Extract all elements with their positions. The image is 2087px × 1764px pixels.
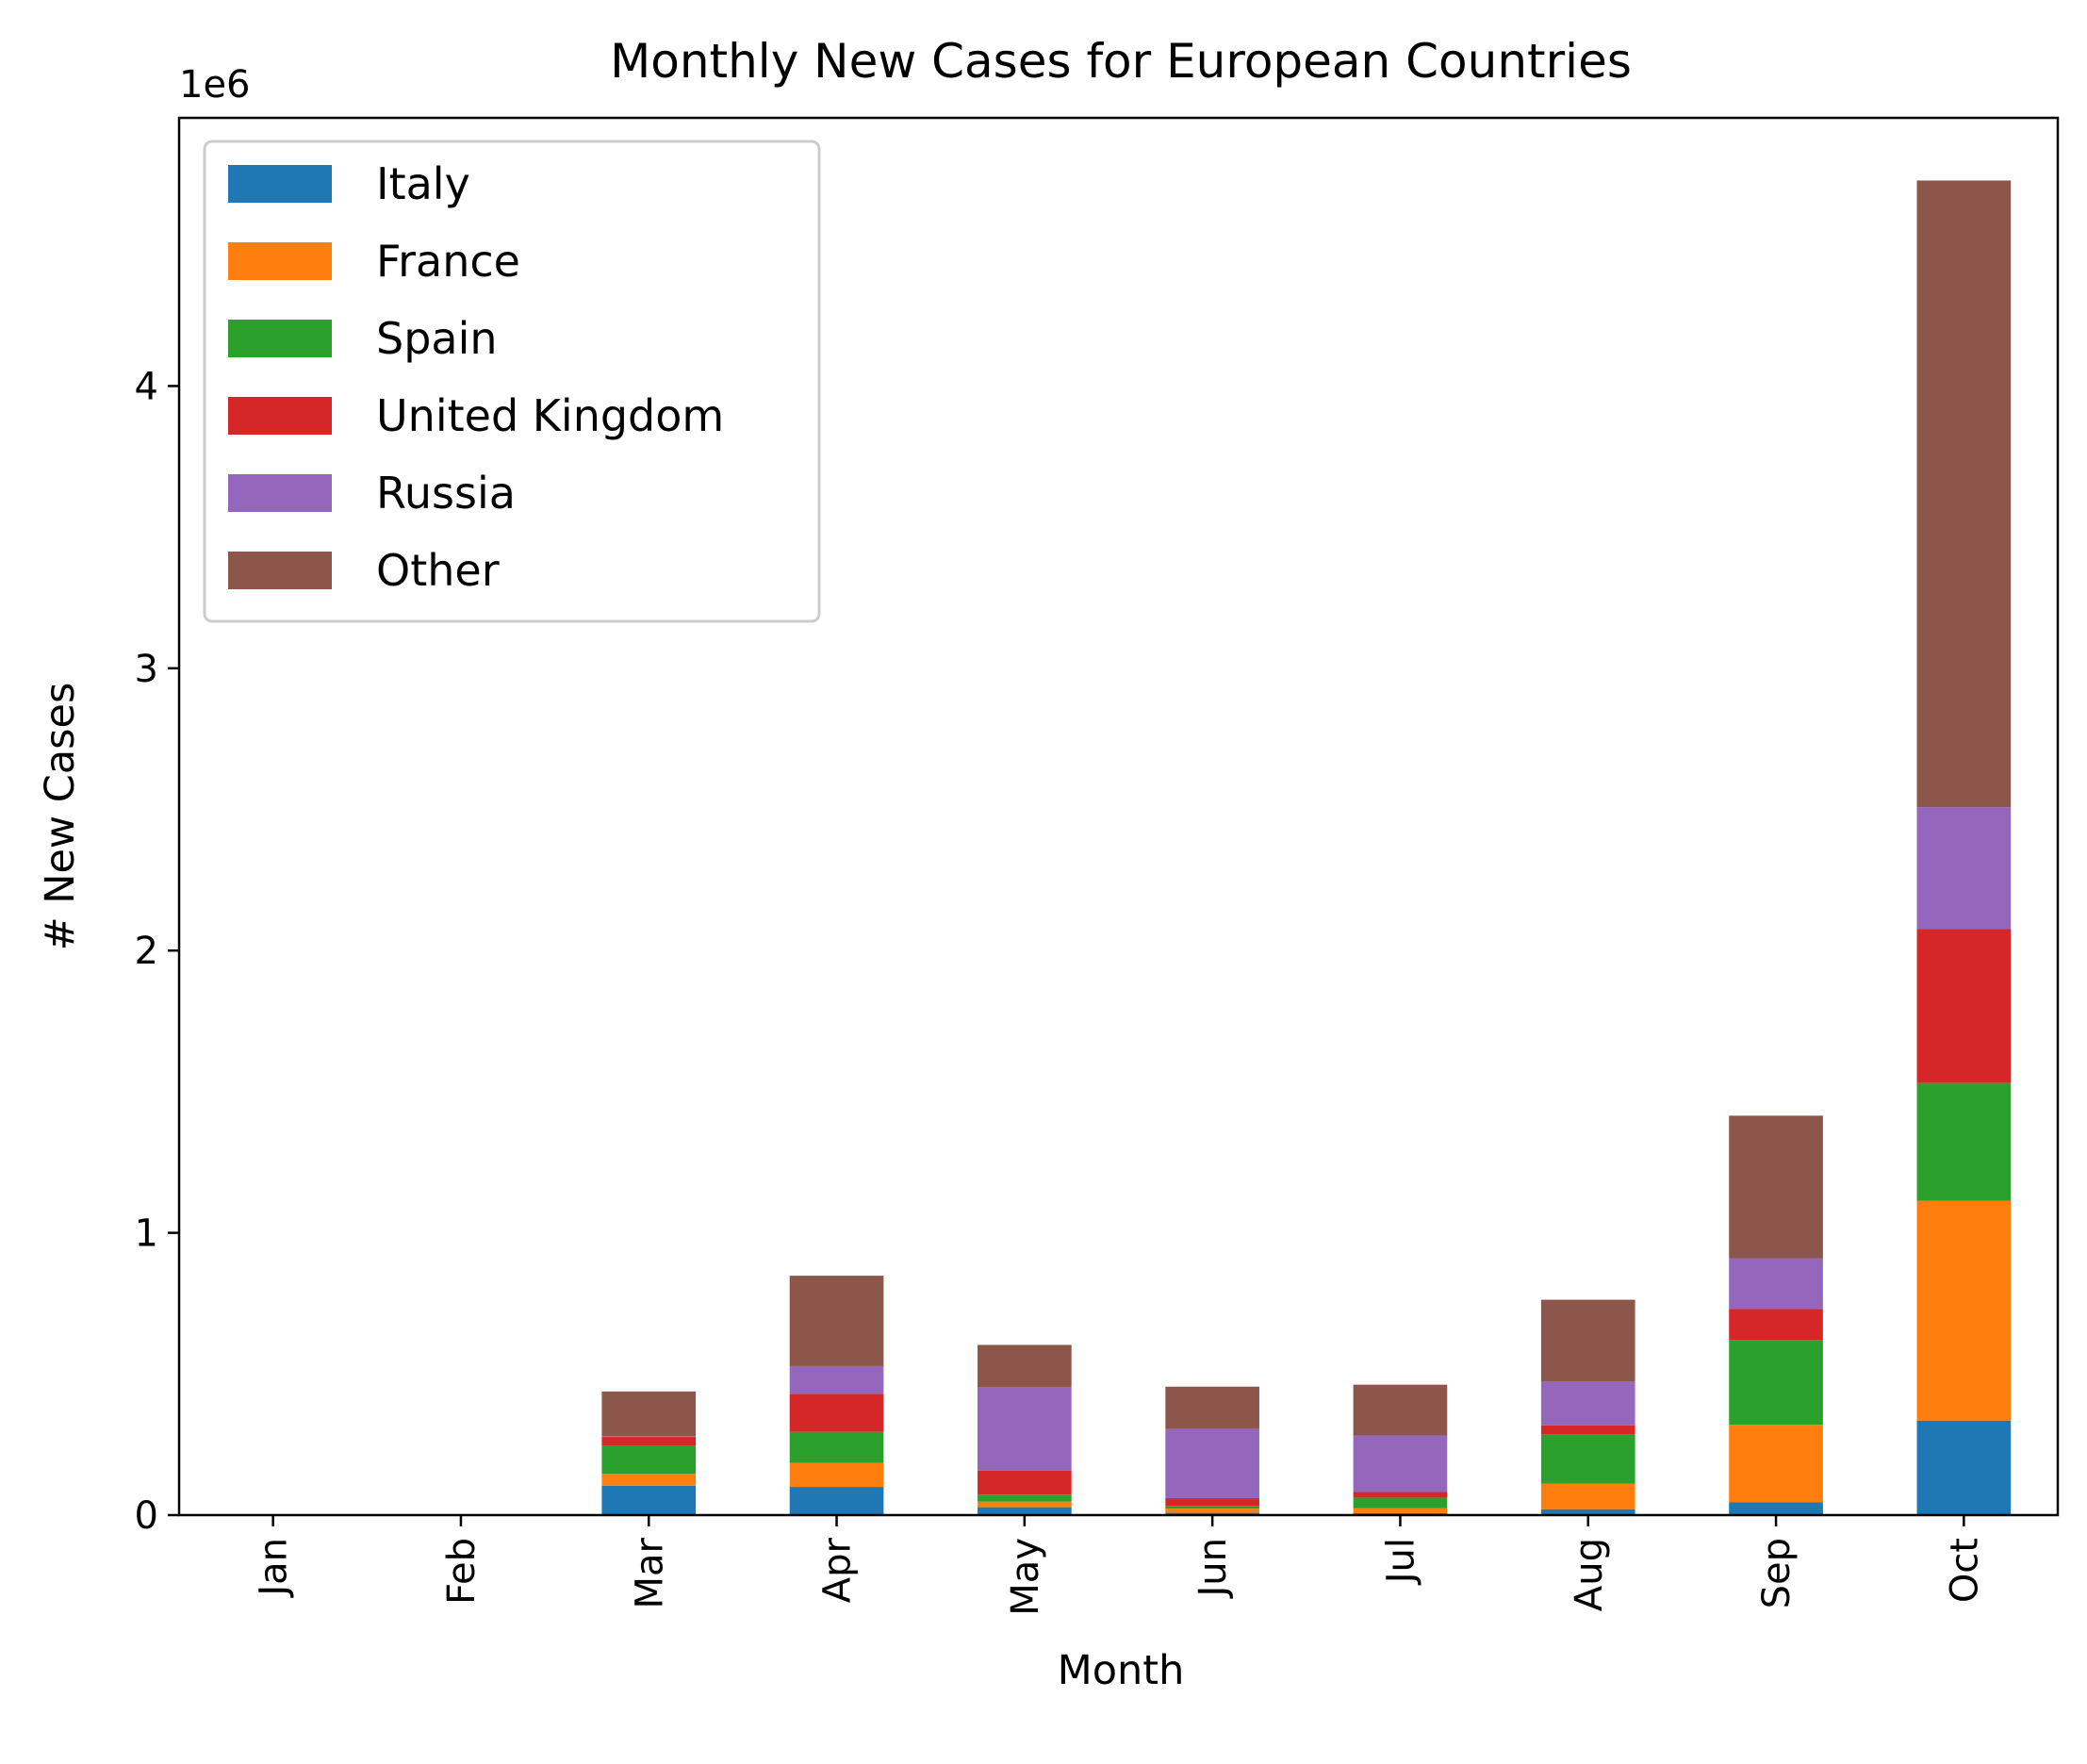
x-tick-label-mar: Mar — [628, 1537, 671, 1608]
x-tick-label-oct: Oct — [1943, 1538, 1986, 1603]
y-tick-label: 4 — [135, 365, 158, 408]
bar-oct-italy — [1916, 1420, 2012, 1515]
y-axis-ticks: 0 1 2 3 4 — [135, 365, 179, 1538]
bar-may-other — [978, 1344, 1072, 1388]
bar-apr-italy — [789, 1487, 884, 1515]
bar-mar-united-kingdom — [601, 1437, 697, 1446]
legend-swatch-russia — [228, 474, 332, 512]
bar-jun-france — [1165, 1508, 1259, 1513]
x-tick-label-jul: Jul — [1379, 1538, 1422, 1586]
legend-label-united-kingdom: United Kingdom — [376, 390, 724, 441]
bar-oct-united-kingdom — [1916, 929, 2012, 1083]
bar-jul-other — [1353, 1384, 1448, 1436]
bar-aug-italy — [1540, 1508, 1635, 1515]
bar-sep-italy — [1729, 1502, 1823, 1515]
legend-swatch-united-kingdom — [228, 397, 332, 435]
bar-oct-spain — [1916, 1082, 2012, 1201]
bar-may-russia — [978, 1387, 1072, 1471]
bar-jul-united-kingdom — [1353, 1492, 1448, 1498]
bar-apr-france — [789, 1462, 884, 1488]
bar-aug-spain — [1540, 1434, 1635, 1484]
bar-jul-spain — [1353, 1497, 1448, 1508]
x-tick-label-jan: Jan — [253, 1538, 296, 1599]
legend-swatch-other — [228, 552, 332, 589]
x-tick-label-aug: Aug — [1568, 1538, 1611, 1611]
bar-may-italy — [978, 1507, 1072, 1515]
legend-swatch-italy — [228, 165, 332, 203]
y-tick-label: 1 — [135, 1212, 158, 1256]
bar-aug-other — [1540, 1299, 1635, 1382]
bar-apr-spain — [789, 1431, 884, 1463]
legend: Italy France Spain United Kingdom Russia Othe… — [203, 140, 821, 623]
bar-sep-other — [1729, 1115, 1823, 1259]
legend-label-france: France — [376, 236, 520, 287]
bar-may-united-kingdom — [978, 1470, 1072, 1495]
bar-apr-united-kingdom — [789, 1393, 884, 1432]
bar-jun-united-kingdom — [1165, 1498, 1259, 1507]
bar-aug-france — [1540, 1483, 1635, 1509]
bar-may-spain — [978, 1494, 1072, 1502]
x-axis-ticks: Jan Feb Mar Apr May Jun Jul Aug Sep Oct — [253, 1515, 1986, 1616]
x-tick-label-may: May — [1004, 1538, 1047, 1616]
y-tick-label: 0 — [135, 1494, 158, 1538]
y-tick-label: 2 — [135, 930, 158, 973]
bar-oct-france — [1916, 1200, 2012, 1421]
chart-title: Monthly New Cases for European Countries — [610, 34, 1632, 89]
bar-sep-spain — [1729, 1340, 1823, 1426]
bar-mar-italy — [601, 1485, 697, 1515]
legend-label-other: Other — [376, 545, 500, 596]
legend-label-italy: Italy — [376, 158, 470, 209]
bar-mar-spain — [601, 1445, 697, 1474]
x-tick-label-feb: Feb — [440, 1538, 484, 1605]
bar-oct-other — [1916, 180, 2012, 808]
y-axis-label: # New Cases — [37, 683, 84, 951]
x-tick-label-sep: Sep — [1755, 1538, 1799, 1608]
bar-may-france — [978, 1501, 1072, 1508]
bar-jun-russia — [1165, 1428, 1259, 1499]
plot-frame — [177, 116, 2060, 1517]
bar-jun-spain — [1165, 1506, 1259, 1509]
y-tick-label: 3 — [135, 648, 158, 691]
legend-swatch-spain — [228, 320, 332, 357]
bar-sep-france — [1729, 1425, 1823, 1503]
bar-apr-russia — [789, 1365, 884, 1394]
legend-frame — [203, 140, 821, 623]
bar-oct-russia — [1916, 807, 2012, 930]
bars-layer — [225, 180, 2012, 1515]
bar-jul-russia — [1353, 1435, 1448, 1492]
bar-apr-other — [789, 1276, 884, 1366]
x-tick-label-apr: Apr — [816, 1537, 860, 1603]
bar-jun-other — [1165, 1386, 1259, 1429]
bar-jul-france — [1353, 1508, 1448, 1513]
bar-mar-other — [601, 1391, 697, 1437]
legend-swatch-france — [228, 242, 332, 280]
bar-aug-united-kingdom — [1540, 1425, 1635, 1435]
legend-label-spain: Spain — [376, 313, 498, 364]
x-axis-label: Month — [1058, 1647, 1185, 1694]
x-tick-label-jun: Jun — [1191, 1538, 1235, 1600]
bar-mar-russia — [601, 1436, 697, 1438]
bar-aug-russia — [1540, 1381, 1635, 1426]
bar-sep-united-kingdom — [1729, 1309, 1823, 1341]
y-axis-offset-label: 1e6 — [179, 63, 251, 107]
bar-sep-russia — [1729, 1258, 1823, 1310]
bar-mar-france — [601, 1473, 697, 1486]
legend-label-russia: Russia — [376, 468, 516, 519]
